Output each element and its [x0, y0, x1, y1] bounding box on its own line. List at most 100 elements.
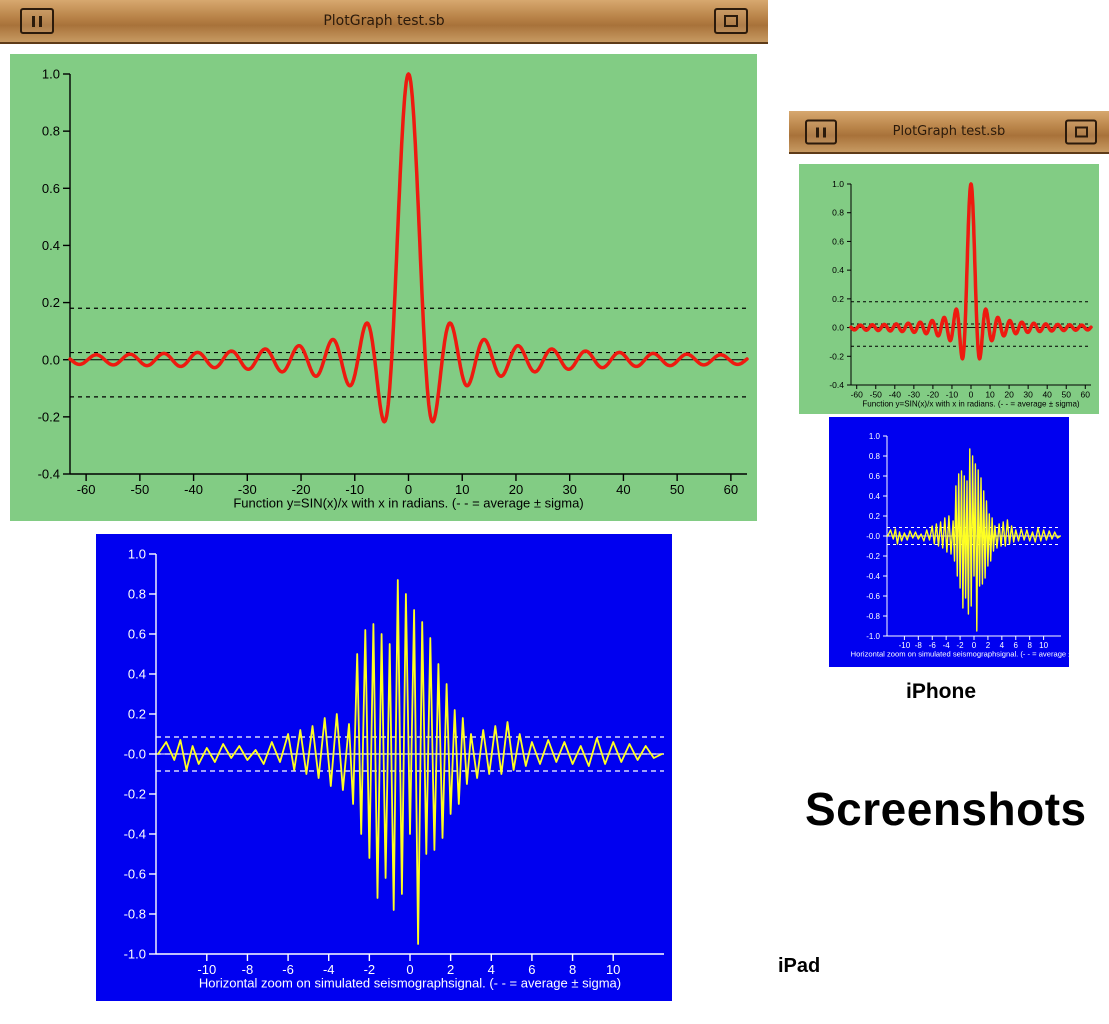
x-tick-label: 30 — [1023, 390, 1033, 400]
y-tick-label: 0.2 — [128, 707, 146, 722]
x-tick-label: 10 — [1039, 641, 1048, 650]
y-tick-label: 0.8 — [128, 587, 146, 602]
y-tick-label: 1.0 — [869, 432, 881, 441]
x-tick-label: 4 — [488, 962, 495, 977]
y-tick-label: 0.2 — [869, 512, 881, 521]
sinc-plot-panel-ipad: 1.0 0.8 0.6 0.4 0.2 0.0 -0.2 -0.4 -60 -50 -40 -30 -2… — [10, 54, 757, 521]
x-tick-label: 20 — [1004, 390, 1014, 400]
iphone-label: iPhone — [906, 680, 977, 703]
y-tick-label: -0.6 — [866, 592, 880, 601]
x-tick-label: -20 — [927, 390, 940, 400]
x-tick-label: -6 — [282, 962, 294, 977]
y-tick-label: 0.4 — [832, 265, 844, 275]
x-tick-label: -2 — [957, 641, 965, 650]
series-line — [157, 579, 663, 945]
y-tick-label: 0.2 — [42, 295, 60, 310]
x-tick-label: 6 — [1014, 641, 1019, 650]
x-tick-label: 10 — [985, 390, 995, 400]
pause-icon[interactable] — [805, 119, 837, 144]
seismo-plot-panel-ipad: 1.0 0.8 0.6 0.4 0.2 -0.0 -0.2 -0.4 -0.6 -0.8 -1.0 -… — [96, 534, 672, 1001]
x-tick-label: -10 — [345, 482, 364, 497]
window-icon[interactable] — [1065, 119, 1097, 144]
x-tick-label: -30 — [238, 482, 257, 497]
window-title: PlotGraph test.sb — [892, 124, 1006, 139]
y-tick-label: 0.8 — [869, 452, 881, 461]
sinc-chart-small: 1.0 0.8 0.6 0.4 0.2 0.0 -0.2 -0.4 -60 -50 -40 -30 -2… — [829, 179, 1093, 408]
y-tick-label: -0.8 — [124, 907, 146, 922]
x-tick-label: 0 — [969, 390, 974, 400]
x-tick-label: 50 — [670, 482, 684, 497]
window-title: PlotGraph test.sb — [323, 13, 445, 29]
x-tick-label: 6 — [528, 962, 535, 977]
x-tick-label: 0 — [405, 482, 412, 497]
sinc-chart-large: 1.0 0.8 0.6 0.4 0.2 0.0 -0.2 -0.4 -60 -50 -40 -30 -2… — [38, 67, 749, 511]
y-tick-label: 1.0 — [832, 179, 844, 189]
x-tick-label: -10 — [899, 641, 911, 650]
y-tick-label: -0.4 — [866, 572, 880, 581]
y-tick-label: -0.2 — [124, 787, 146, 802]
x-tick-label: 8 — [569, 962, 576, 977]
y-tick-label: -0.2 — [829, 351, 844, 361]
y-tick-label: 0.4 — [869, 492, 881, 501]
series-line — [68, 72, 749, 424]
y-tick-label: -1.0 — [866, 632, 880, 641]
x-tick-label: -20 — [292, 482, 311, 497]
pause-icon[interactable] — [20, 8, 54, 34]
x-tick-label: -10 — [197, 962, 216, 977]
y-tick-label: -0.6 — [124, 867, 146, 882]
y-tick-label: 0.6 — [42, 181, 60, 196]
x-tick-label: 60 — [724, 482, 738, 497]
x-tick-label: 30 — [562, 482, 576, 497]
window-icon[interactable] — [714, 8, 748, 34]
y-tick-label: 0.8 — [832, 208, 844, 218]
x-tick-label: -4 — [943, 641, 951, 650]
x-tick-label: 50 — [1062, 390, 1072, 400]
y-tick-label: 0.6 — [869, 472, 881, 481]
x-tick-label: -6 — [929, 641, 937, 650]
x-tick-label: -8 — [242, 962, 254, 977]
ipad-label: iPad — [778, 955, 821, 977]
x-tick-label: 60 — [1081, 390, 1091, 400]
x-tick-label: -50 — [130, 482, 149, 497]
x-tick-label: 40 — [1042, 390, 1052, 400]
x-tick-label: -40 — [889, 390, 902, 400]
x-axis-label: Function y=SIN(x)/x with x in radians. (… — [233, 496, 583, 511]
sinc-plot-panel-iphone: 1.0 0.8 0.6 0.4 0.2 0.0 -0.2 -0.4 -60 -50 -40 -30 -2… — [799, 164, 1099, 414]
window-titlebar-iphone: PlotGraph test.sb — [789, 111, 1109, 154]
x-tick-label: 2 — [986, 641, 991, 650]
y-tick-label: 0.0 — [42, 352, 60, 367]
y-tick-label: -0.4 — [38, 467, 60, 482]
y-tick-label: 0.6 — [128, 627, 146, 642]
y-tick-label: -0.0 — [866, 532, 880, 541]
y-tick-label: 0.0 — [832, 323, 844, 333]
x-tick-label: 0 — [972, 641, 977, 650]
x-tick-label: 10 — [606, 962, 620, 977]
x-tick-label: 40 — [616, 482, 630, 497]
y-tick-label: -0.2 — [38, 409, 60, 424]
y-tick-label: -0.2 — [866, 552, 880, 561]
x-tick-label: -50 — [870, 390, 883, 400]
x-tick-label: -60 — [77, 482, 96, 497]
y-tick-label: -0.4 — [829, 380, 844, 390]
series-line — [887, 448, 1062, 632]
x-tick-label: -30 — [908, 390, 921, 400]
x-axis-label: Horizontal zoom on simulated seismograph… — [199, 976, 621, 991]
screenshots-heading: Screenshots — [805, 783, 1087, 835]
series-line — [849, 182, 1093, 361]
x-tick-label: 0 — [406, 962, 413, 977]
x-tick-label: -2 — [364, 962, 376, 977]
y-tick-label: 1.0 — [42, 67, 60, 82]
seismo-plot-panel-iphone: 1.0 0.8 0.6 0.4 0.2 -0.0 -0.2 -0.4 -0.6 -0.8 -1.0 -… — [829, 417, 1069, 667]
x-axis-label: Function y=SIN(x)/x with x in radians. (… — [862, 399, 1080, 408]
y-tick-label: 0.6 — [832, 236, 844, 246]
x-tick-label: -8 — [915, 641, 923, 650]
x-tick-label: 4 — [1000, 641, 1005, 650]
x-tick-label: 8 — [1027, 641, 1032, 650]
y-tick-label: 0.2 — [832, 294, 844, 304]
y-tick-label: 1.0 — [128, 547, 146, 562]
y-tick-label: 0.4 — [128, 667, 146, 682]
y-tick-label: 0.8 — [42, 124, 60, 139]
x-tick-label: -60 — [851, 390, 864, 400]
x-tick-label: 2 — [447, 962, 454, 977]
y-tick-label: -0.4 — [124, 827, 146, 842]
